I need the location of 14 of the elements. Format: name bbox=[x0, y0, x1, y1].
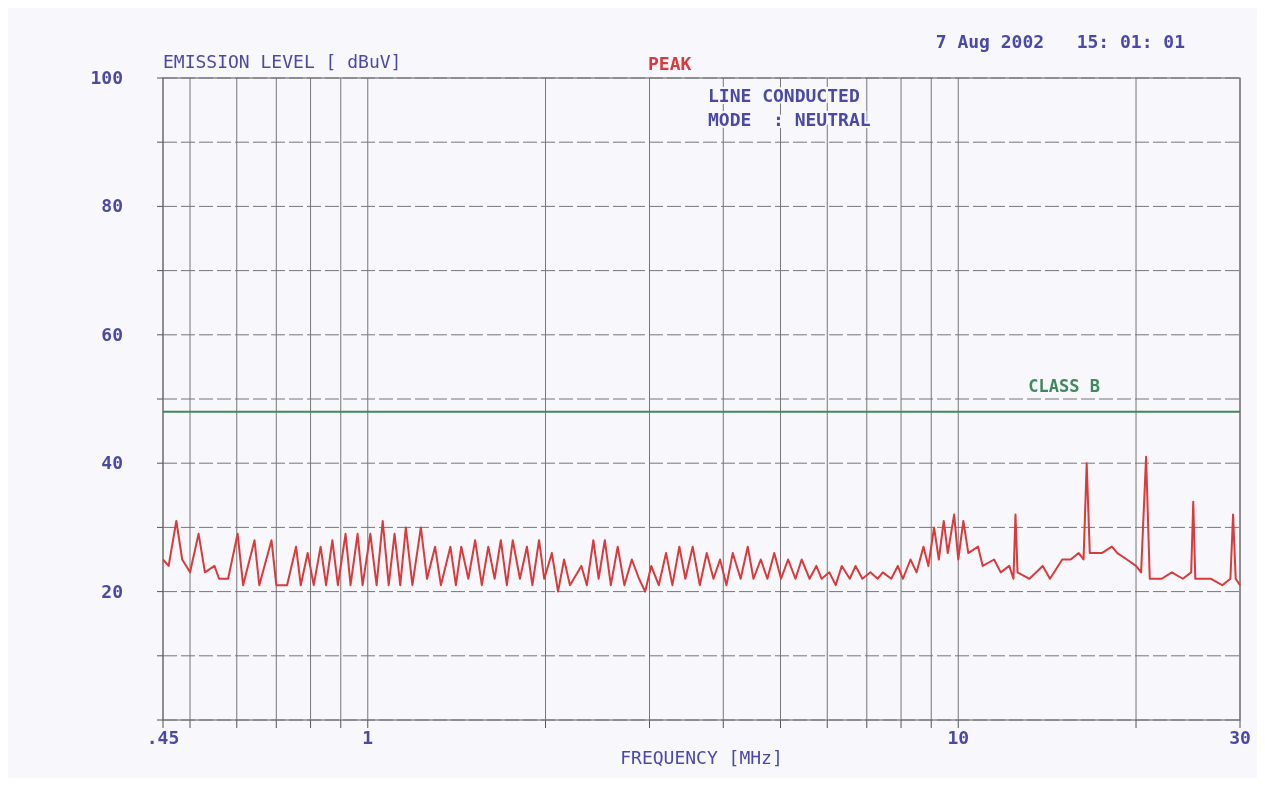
y-tick-label: 100 bbox=[90, 67, 123, 88]
y-tick-label: 60 bbox=[101, 323, 123, 345]
y-axis-title: EMISSION LEVEL [ dBuV] bbox=[163, 51, 402, 72]
x-tick-label: .45 bbox=[146, 727, 180, 748]
y-tick-label: 40 bbox=[101, 452, 123, 474]
x-tick-label: 10 bbox=[947, 727, 970, 748]
y-tick-label: 80 bbox=[101, 195, 123, 217]
text: PEAK bbox=[648, 53, 692, 74]
x-tick-label: 1 bbox=[362, 727, 374, 748]
ref-line-label: CLASS B bbox=[1028, 375, 1100, 396]
y-tick-label: 20 bbox=[101, 580, 123, 602]
x-axis-title: FREQUENCY [MHz] bbox=[620, 747, 783, 768]
text: 7 Aug 2002 15: 01: 01 bbox=[935, 31, 1185, 52]
x-tick-label: 30 bbox=[1229, 727, 1251, 748]
